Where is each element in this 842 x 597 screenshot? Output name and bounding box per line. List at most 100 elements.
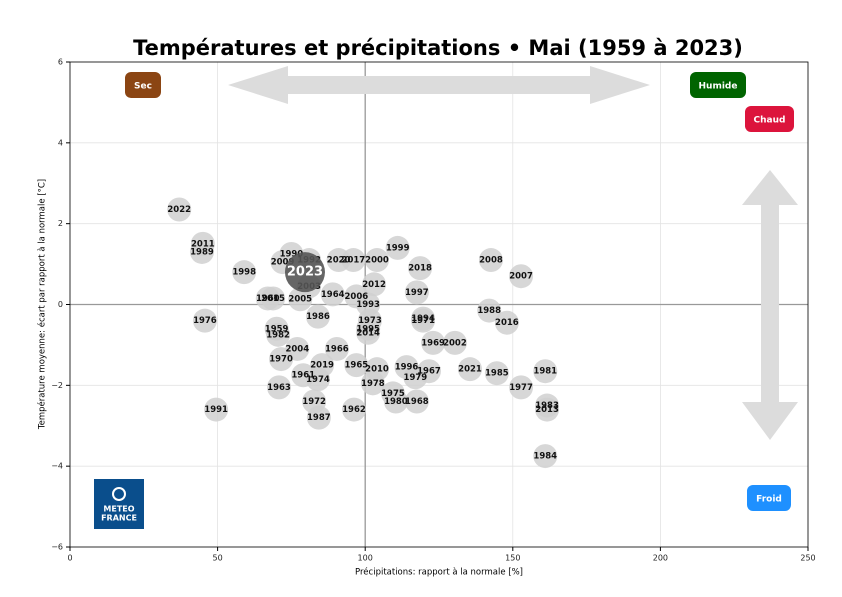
point: [189, 239, 214, 264]
point-label: 1985: [485, 369, 509, 379]
point-label: 1964: [321, 290, 345, 300]
point-label: 1959: [265, 324, 289, 334]
point-label: 1971: [411, 316, 435, 326]
point-label: 2007: [509, 272, 533, 282]
point: [421, 330, 446, 355]
point: [535, 397, 560, 422]
point-label: 1962: [342, 405, 366, 415]
point-label: 2018: [408, 264, 432, 274]
point-label: 2016: [495, 318, 519, 328]
point: [284, 252, 325, 293]
point: [204, 397, 229, 422]
point: [442, 330, 467, 355]
point-label: 1994: [411, 314, 435, 324]
y-tick-label: 4: [58, 138, 63, 147]
point-label: 2005: [288, 295, 312, 305]
annotation-box: [690, 72, 746, 98]
point-label: 1999: [386, 243, 410, 253]
point-label: 1979: [404, 373, 428, 383]
point: [509, 264, 534, 289]
point-label: 1978: [361, 379, 385, 389]
point-label: 1960: [256, 294, 280, 304]
point-label: 2008: [479, 256, 503, 266]
x-tick-label: 150: [505, 554, 520, 563]
annotation-box: [125, 72, 161, 98]
point: [324, 336, 349, 361]
point: [403, 365, 428, 390]
point-label: 1963: [267, 383, 291, 393]
point-label: 1995: [356, 324, 380, 334]
point-label: 1982: [266, 330, 290, 340]
point-label: 2023: [287, 265, 323, 280]
point-label: 2019: [310, 361, 334, 371]
annotation-text: Humide: [699, 82, 738, 92]
y-axis-label: Température moyenne: écart par rapport à…: [37, 179, 48, 430]
point-label: 1993: [356, 300, 380, 310]
point-label: 2006: [345, 292, 369, 302]
point: [457, 357, 482, 382]
point-label: 1974: [306, 375, 330, 385]
grid: [69, 61, 809, 548]
point: [288, 287, 313, 312]
point: [533, 444, 558, 469]
point-label: 1996: [395, 363, 419, 373]
point: [341, 248, 366, 273]
point: [232, 260, 257, 285]
point-label: 2004: [285, 344, 309, 354]
point-label: 1970: [269, 355, 293, 365]
point: [533, 359, 558, 384]
point-label: 2009: [271, 258, 295, 268]
point: [305, 367, 330, 392]
point-label: 1976: [193, 316, 217, 326]
point-label: 2014: [356, 328, 380, 338]
logo-text: FRANCE: [101, 514, 137, 523]
chart-title: Températures et précipitations • Mai (19…: [133, 36, 743, 60]
point: [192, 308, 217, 333]
point-label: 1990: [280, 249, 304, 259]
point: [266, 322, 291, 347]
point: [305, 304, 330, 329]
point-label: 2002: [443, 338, 467, 348]
point-label: 1987: [307, 413, 331, 423]
point-label: 2022: [167, 205, 191, 215]
point: [494, 310, 519, 335]
point-label: 2013: [535, 405, 559, 415]
y-tick-label: 2: [58, 219, 63, 228]
point-label: 1991: [204, 405, 228, 415]
point-label: 1975: [381, 389, 405, 399]
annotation-text: Froid: [756, 495, 782, 505]
horizontal-arrow: [228, 66, 650, 104]
point: [404, 389, 429, 414]
point-label: 1997: [405, 288, 429, 298]
point-label: 2011: [191, 239, 215, 249]
x-tick-label: 50: [213, 554, 223, 563]
x-tick-label: 100: [358, 554, 373, 563]
point: [408, 256, 433, 281]
x-axis-label: Précipitations: rapport à la normale [%]: [355, 567, 523, 578]
point-label: 2020: [327, 256, 351, 266]
point-label: 1988: [477, 306, 501, 316]
point: [356, 320, 381, 345]
point: [267, 375, 292, 400]
point-label: 1961: [291, 371, 315, 381]
logo-text: METEO: [103, 505, 134, 514]
point-label: 2015: [261, 294, 285, 304]
point: [306, 405, 331, 430]
point-label: 2000: [365, 256, 389, 266]
point: [261, 286, 286, 311]
y-tick-label: −2: [51, 381, 63, 390]
point-label: 1967: [417, 367, 441, 377]
annotation-text: Sec: [134, 82, 152, 92]
y-tick-label: −4: [51, 462, 63, 471]
point-label: 1968: [405, 397, 429, 407]
point: [341, 397, 366, 422]
point: [478, 248, 503, 273]
point-label: 2010: [365, 365, 389, 375]
point: [362, 272, 387, 297]
annotation-text: Chaud: [754, 116, 786, 126]
point-label: 1998: [232, 268, 256, 278]
point-label: 1973: [358, 316, 382, 326]
point: [411, 308, 436, 333]
point-label: 2012: [362, 280, 386, 290]
